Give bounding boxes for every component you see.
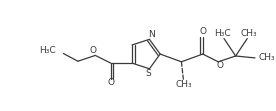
Text: CH₃: CH₃ [241, 29, 258, 38]
Text: H₃C: H₃C [39, 46, 56, 55]
Text: O: O [90, 46, 97, 55]
Text: O: O [217, 61, 224, 70]
Text: O: O [107, 78, 114, 87]
Text: H₃C: H₃C [214, 29, 230, 38]
Text: O: O [199, 27, 206, 36]
Text: CH₃: CH₃ [258, 53, 275, 62]
Text: N: N [148, 30, 155, 39]
Text: S: S [145, 69, 151, 78]
Text: CH₃: CH₃ [175, 80, 192, 89]
